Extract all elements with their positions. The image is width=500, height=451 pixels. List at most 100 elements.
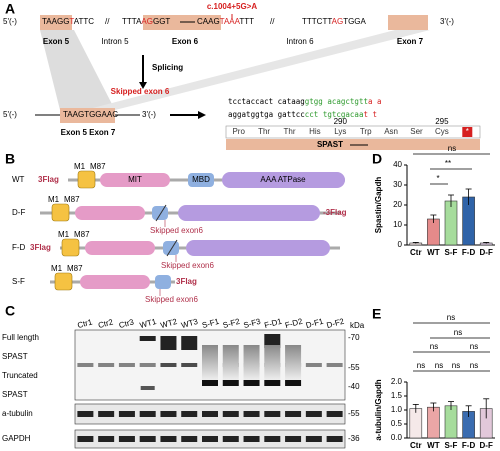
- label: 3'(-): [440, 17, 454, 26]
- label: -70: [348, 333, 360, 342]
- y-axis-label: a-tubulin/Gapdh: [374, 379, 383, 440]
- label: M1: [51, 264, 63, 273]
- band: [98, 363, 115, 367]
- exon-box: [388, 15, 428, 30]
- label: *: [466, 127, 469, 136]
- lane-label: D-F2: [326, 317, 346, 330]
- y-tick-label: 20: [393, 200, 402, 209]
- band: [181, 411, 198, 417]
- band: [222, 436, 239, 442]
- band: [118, 363, 135, 367]
- label: Thr: [284, 127, 296, 136]
- domain: [222, 172, 345, 188]
- band: [202, 411, 218, 417]
- band: [77, 363, 94, 367]
- label: Trp: [360, 127, 372, 136]
- x-tick-label: F-D: [462, 248, 476, 257]
- arrowhead: [198, 111, 206, 119]
- label: Asn: [384, 127, 398, 136]
- label: 5'(-): [3, 17, 17, 26]
- y-tick-label: 0.5: [391, 419, 403, 428]
- label: //: [270, 17, 275, 26]
- slash: [166, 239, 178, 257]
- band: [118, 436, 135, 442]
- domain: [186, 240, 330, 256]
- sequence-part: TAAGG: [42, 17, 69, 26]
- label: MBD: [192, 175, 210, 184]
- y-axis-label: Spastin/Gapdh: [374, 177, 383, 234]
- band: [139, 363, 156, 367]
- domain: [100, 173, 170, 187]
- band: [160, 336, 177, 350]
- band: [222, 411, 239, 417]
- domain: [163, 241, 179, 255]
- label: 3Flag: [30, 243, 51, 252]
- band: [326, 411, 343, 417]
- lane-label: WT2: [159, 317, 178, 330]
- sequence-part: T: [69, 17, 74, 26]
- band: [139, 336, 156, 341]
- splice-band: [40, 30, 115, 110]
- bar: [427, 406, 440, 439]
- significance: ns: [452, 361, 460, 370]
- label: Exon 7: [397, 37, 424, 46]
- sequence-part: cct tgtcgacaa: [305, 110, 364, 119]
- band: [222, 380, 239, 386]
- band: [77, 436, 94, 442]
- lane-label: Ctr3: [118, 317, 135, 330]
- x-tick-label: Ctr: [410, 441, 422, 450]
- y-tick-label: 1.0: [391, 405, 403, 414]
- label: Skipped exon6: [145, 295, 198, 304]
- label: WT: [12, 175, 25, 184]
- label: Splicing: [152, 63, 183, 72]
- label: AAA ATPase: [260, 175, 306, 184]
- smear: [243, 345, 260, 380]
- label: -40: [348, 382, 360, 391]
- exon-box: [60, 108, 115, 123]
- band: [305, 411, 322, 417]
- sequence-part: AG: [332, 17, 344, 26]
- splice-band: [85, 30, 430, 110]
- domain: [155, 275, 171, 289]
- band: [285, 411, 302, 417]
- sequence-part: TTTCTT: [302, 17, 332, 26]
- domain: [85, 241, 155, 255]
- significance: ns: [448, 144, 456, 153]
- sequence-part: TAAA: [220, 17, 241, 26]
- sequence: tcctaccact cataaggtgg acagctgtta a: [228, 97, 382, 106]
- sequence-part: GGT: [153, 17, 170, 26]
- bar: [444, 405, 458, 439]
- label: Full length: [2, 333, 39, 342]
- label: M1: [58, 230, 70, 239]
- x-tick-label: D-F: [480, 248, 493, 257]
- aa-box: [225, 125, 481, 139]
- label: -36: [348, 434, 360, 443]
- slash: [155, 204, 167, 222]
- sequence-part: gtgg acagctgtt: [305, 97, 368, 106]
- label: M87: [90, 162, 106, 171]
- significance: ns: [470, 342, 478, 351]
- band: [326, 363, 343, 367]
- label: a-tubulin: [2, 409, 33, 418]
- lane-label: D-F1: [305, 317, 325, 330]
- label: Pro: [232, 127, 245, 136]
- label: 3'(-): [142, 110, 156, 119]
- label: c.1004+5G>A: [207, 2, 257, 11]
- label: GAPDH: [2, 434, 31, 443]
- label: M87: [74, 230, 90, 239]
- label: Intron 5: [101, 37, 129, 46]
- label: Lys: [334, 127, 346, 136]
- domain: [61, 238, 80, 257]
- label: SPAST: [2, 352, 28, 361]
- y-tick-label: 1.5: [391, 391, 403, 400]
- label: D: [372, 151, 382, 167]
- label: B: [5, 151, 15, 167]
- band: [305, 436, 322, 442]
- sequence-part: aggatggtga gattcc: [228, 110, 305, 119]
- y-tick-label: 40: [393, 160, 402, 169]
- y-tick-label: 0: [398, 240, 403, 249]
- label: Cys: [435, 127, 449, 136]
- band: [243, 411, 260, 417]
- significance: ns: [470, 361, 478, 370]
